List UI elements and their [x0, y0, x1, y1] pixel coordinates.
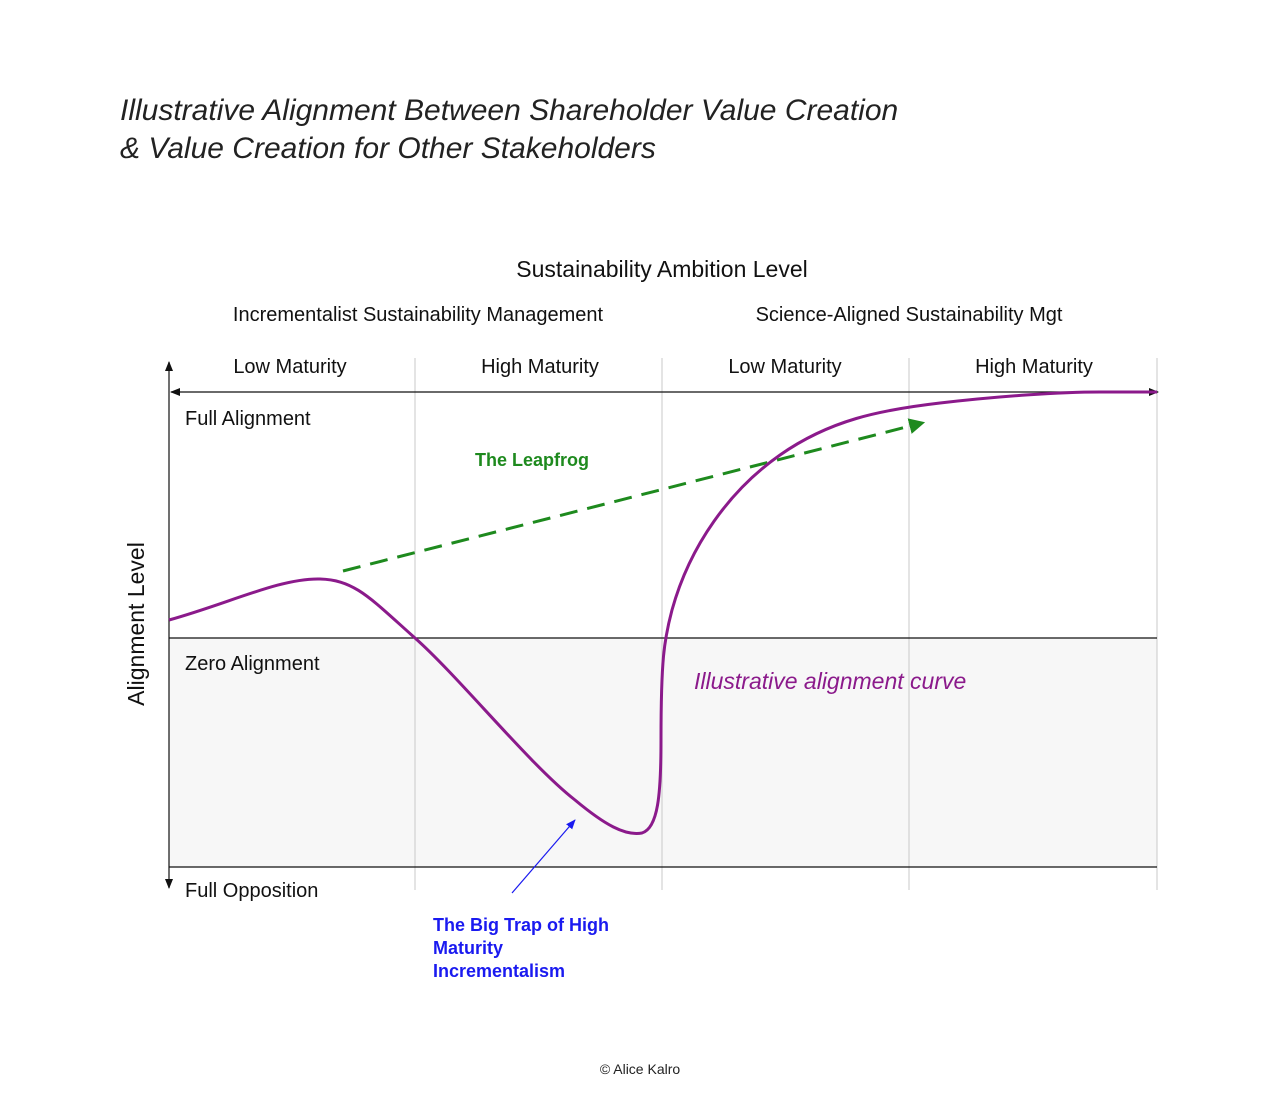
- copyright-notice: © Alice Kalro: [599, 1061, 681, 1077]
- title-line-2: & Value Creation for Other Stakeholders: [120, 132, 656, 165]
- level-zero-alignment: Zero Alignment: [185, 653, 320, 675]
- trap-label-line-1: The Big Trap of High: [433, 915, 609, 935]
- level-full-alignment: Full Alignment: [185, 408, 311, 430]
- leapfrog-arrow: [342, 418, 926, 573]
- alignment-curve: [168, 390, 1157, 835]
- column-label-3: Low Maturity: [728, 356, 841, 378]
- diagram-title: Illustrative Alignment Between Sharehold…: [120, 92, 898, 168]
- leapfrog-label: The Leapfrog: [475, 450, 589, 470]
- trap-pointer-arrow: [511, 819, 576, 894]
- group-label-incrementalist: Incrementalist Sustainability Management: [233, 304, 604, 326]
- trap-label-line-3: Incrementalism: [433, 961, 565, 981]
- trap-label-line-2: Maturity: [433, 938, 503, 958]
- y-axis-title: Alignment Level: [123, 542, 149, 706]
- level-full-opposition: Full Opposition: [185, 880, 318, 902]
- column-label-2: High Maturity: [481, 356, 599, 378]
- title-line-1: Illustrative Alignment Between Sharehold…: [120, 94, 899, 127]
- column-label-1: Low Maturity: [233, 356, 346, 378]
- column-label-4: High Maturity: [975, 356, 1093, 378]
- curve-label: Illustrative alignment curve: [694, 668, 966, 694]
- group-label-science-aligned: Science-Aligned Sustainability Mgt: [756, 304, 1063, 326]
- x-axis-title: Sustainability Ambition Level: [516, 256, 808, 282]
